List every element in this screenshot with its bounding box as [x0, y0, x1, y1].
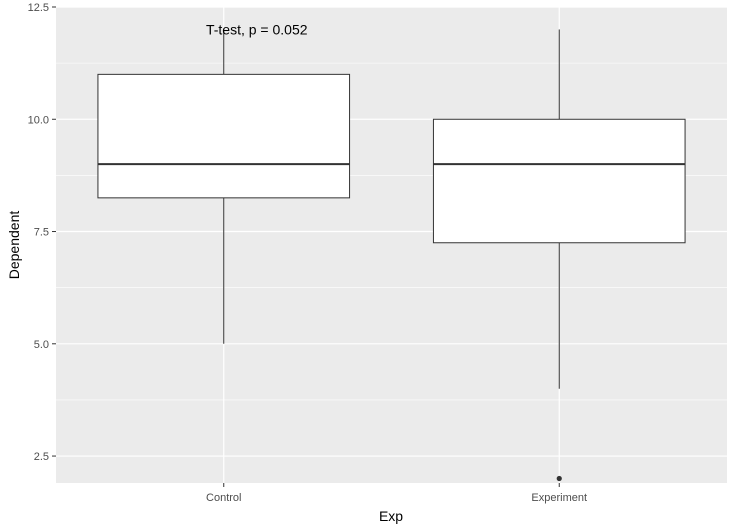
- annotation-text: T-test, p = 0.052: [206, 21, 308, 37]
- box-body: [97, 73, 351, 199]
- x-axis-title: Exp: [379, 508, 403, 524]
- x-tick-label: Experiment: [531, 492, 587, 504]
- y-tick-label: 2.5: [34, 451, 49, 463]
- x-tick-label: Control: [206, 492, 241, 504]
- boxes-layer: [97, 29, 686, 482]
- x-axis: Control Experiment: [206, 483, 587, 504]
- y-tick-label: 10.0: [28, 114, 49, 126]
- y-tick-label: 7.5: [34, 227, 49, 239]
- outlier-point: [556, 475, 562, 482]
- y-axis-title: Dependent: [6, 211, 22, 280]
- box-experiment: [432, 29, 686, 482]
- box-control: [97, 29, 351, 344]
- y-axis: 2.5 5.0 7.5 10.0 12.5: [28, 2, 56, 463]
- box-body: [432, 118, 686, 244]
- y-tick-label: 12.5: [28, 2, 49, 14]
- y-tick-label: 5.0: [34, 339, 49, 351]
